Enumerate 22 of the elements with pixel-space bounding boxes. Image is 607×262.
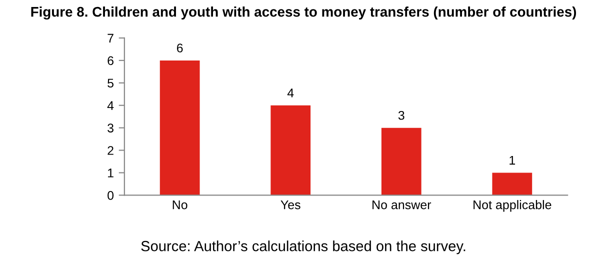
bar xyxy=(160,60,200,196)
data-label: 3 xyxy=(398,110,404,120)
bar xyxy=(381,128,422,196)
y-tick-label: 4 xyxy=(107,101,114,110)
y-tick-label: 5 xyxy=(108,78,114,88)
y-tick-label: 1 xyxy=(108,168,114,178)
y-tick-label: 7 xyxy=(108,34,114,43)
y-tick-label: 0 xyxy=(108,190,114,200)
chart-title: Figure 8. Children and youth with access to money transfers (number of countries) xyxy=(31,6,576,20)
data-label: 1 xyxy=(510,156,516,165)
data-label: 4 xyxy=(287,88,294,98)
x-tick-label: No xyxy=(172,200,188,210)
x-tick-label: Not applicable xyxy=(474,200,552,212)
bar xyxy=(270,105,311,196)
bar xyxy=(492,172,532,196)
source-note: Source: Author’s calculations based on the survey. xyxy=(141,240,466,254)
y-tick-label: 3 xyxy=(108,124,114,132)
y-tick-label: 2 xyxy=(108,146,114,155)
y-tick-label: 6 xyxy=(108,56,114,66)
x-tick-label: Yes xyxy=(280,200,300,210)
data-label: 6 xyxy=(176,44,183,52)
x-tick-label: No answer xyxy=(372,200,432,210)
